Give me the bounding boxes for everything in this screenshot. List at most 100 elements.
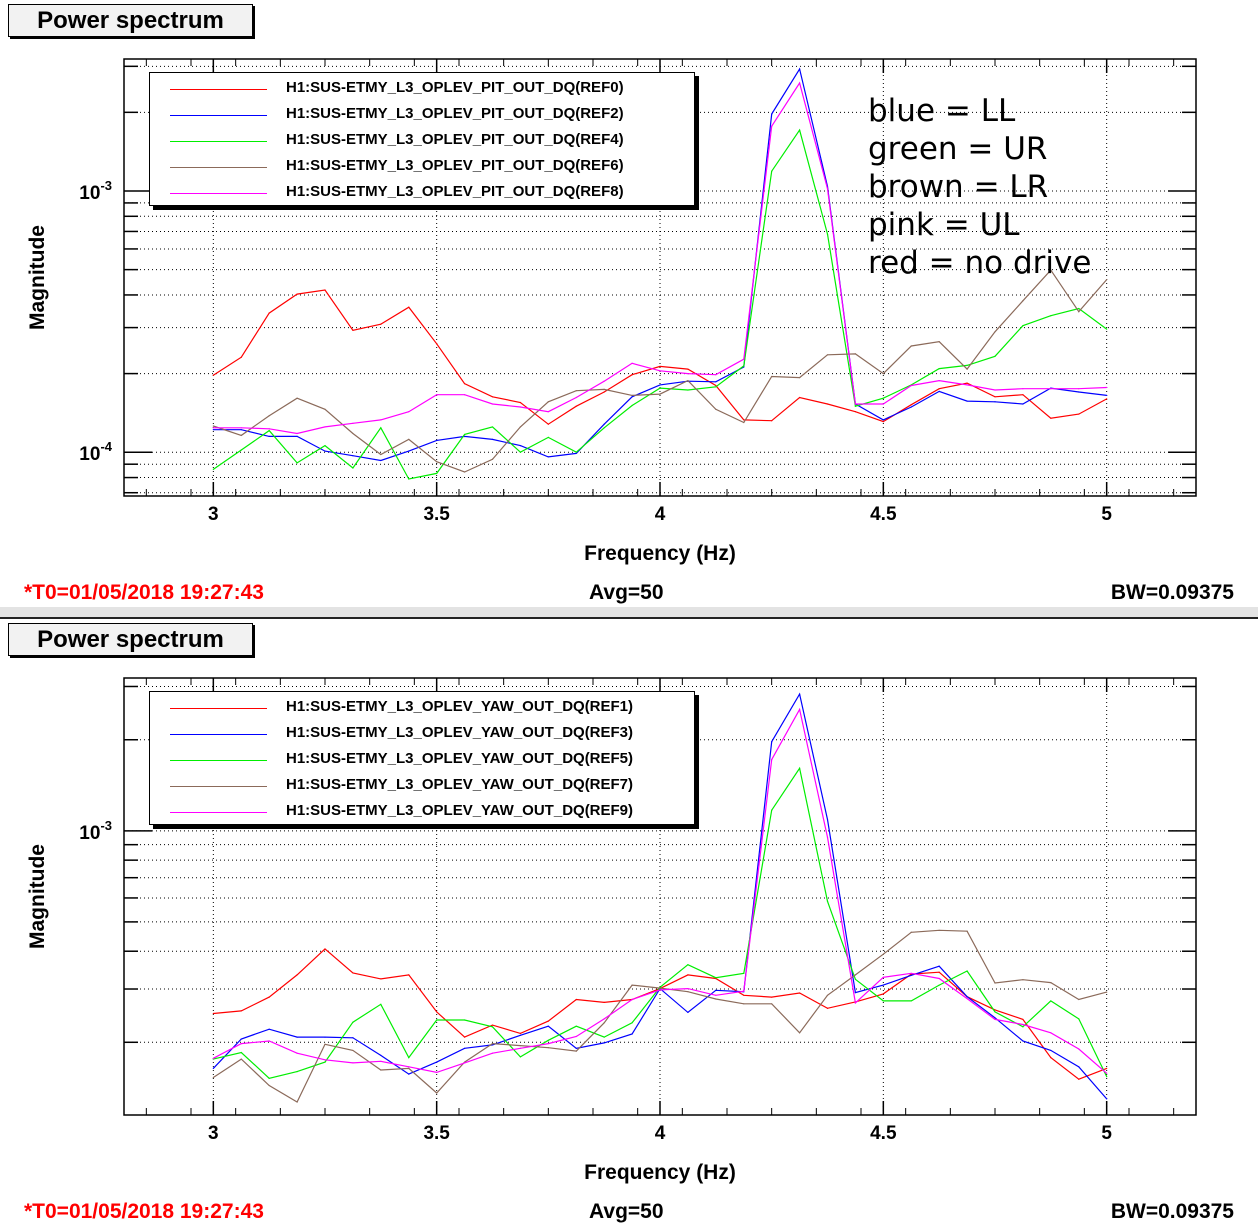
data-point xyxy=(854,405,857,407)
data-point xyxy=(798,992,801,994)
data-point xyxy=(575,452,577,454)
data-point xyxy=(798,1032,801,1034)
data-point xyxy=(882,953,884,955)
data-point xyxy=(938,929,940,931)
data-point xyxy=(631,404,633,407)
data-point xyxy=(994,1017,996,1019)
data-point xyxy=(966,368,968,370)
data-point xyxy=(296,462,298,464)
data-point xyxy=(938,367,940,370)
data-point xyxy=(463,435,466,437)
data-point xyxy=(631,374,633,376)
data-point xyxy=(687,991,689,993)
data-point xyxy=(631,1022,633,1024)
legend: H1:SUS-ETMY_L3_OPLEV_PIT_OUT_DQ(REF0) H1:… xyxy=(149,72,695,206)
data-point xyxy=(715,381,717,383)
data-point xyxy=(994,1011,996,1013)
legend-swatch xyxy=(170,734,267,735)
legend-label: H1:SUS-ETMY_L3_OPLEV_PIT_OUT_DQ(REF4) xyxy=(286,131,624,148)
data-point xyxy=(938,984,940,986)
data-point xyxy=(1106,1072,1108,1074)
data-point xyxy=(882,372,884,375)
data-point xyxy=(1050,269,1052,271)
data-point xyxy=(826,994,829,996)
data-point xyxy=(1022,403,1024,405)
legend-entry: H1:SUS-ETMY_L3_OPLEV_YAW_OUT_DQ(REF7) xyxy=(150,774,694,800)
data-point xyxy=(436,1061,438,1063)
data-point xyxy=(268,1040,270,1042)
data-point xyxy=(1050,1057,1052,1059)
legend-swatch xyxy=(170,812,267,813)
data-point xyxy=(1078,388,1080,390)
data-point xyxy=(324,445,326,447)
annotation-line: pink = UL xyxy=(868,207,1020,243)
data-point xyxy=(463,1062,466,1064)
legend-entry: H1:SUS-ETMY_L3_OPLEV_PIT_OUT_DQ(REF8) xyxy=(150,181,694,207)
data-point xyxy=(826,818,829,821)
data-point xyxy=(966,996,968,998)
data-point xyxy=(352,329,354,331)
x-axis-label: Frequency (Hz) xyxy=(584,1161,736,1184)
data-point xyxy=(547,1047,549,1049)
y-axis-label: Magnitude xyxy=(26,225,49,330)
data-point xyxy=(1022,1023,1024,1026)
data-point xyxy=(380,1003,382,1005)
series-group xyxy=(212,692,1108,1103)
data-point xyxy=(463,433,466,436)
data-point xyxy=(519,1056,522,1058)
pit-spectrum-plot: 3 3.5 4 4.5 5 10-3 10-4 Frequency (Hz) Magnitude xyxy=(26,58,1197,565)
data-point xyxy=(1106,991,1108,993)
data-point xyxy=(743,994,745,996)
data-point xyxy=(491,403,494,405)
average-count: Avg=50 xyxy=(589,1200,664,1223)
annotation-line: blue = LL xyxy=(868,93,1016,129)
data-point xyxy=(491,426,494,428)
data-point xyxy=(771,420,773,422)
data-point xyxy=(212,468,214,470)
data-point xyxy=(436,1092,438,1094)
data-point xyxy=(910,1000,912,1002)
data-point xyxy=(296,1071,298,1073)
panel-separator[interactable] xyxy=(0,607,1258,619)
yaw-spectrum-plot: 3 3.5 4 4.5 5 10-3 Frequency (Hz) Magnitude xyxy=(26,677,1197,1184)
data-point xyxy=(994,396,996,398)
data-point xyxy=(1106,398,1108,400)
data-point xyxy=(771,996,773,998)
data-point xyxy=(1078,311,1080,313)
data-point xyxy=(324,1059,326,1061)
data-point xyxy=(994,389,996,391)
data-point xyxy=(771,809,773,811)
data-point xyxy=(547,1025,549,1027)
data-point xyxy=(212,1057,214,1059)
data-point xyxy=(910,974,912,976)
data-point xyxy=(296,432,298,435)
data-point xyxy=(687,368,689,370)
data-point xyxy=(631,362,633,364)
data-point xyxy=(575,1025,577,1027)
data-point xyxy=(352,1062,354,1064)
data-point xyxy=(519,451,522,453)
data-point xyxy=(380,453,382,456)
data-point xyxy=(743,365,745,367)
data-point xyxy=(352,432,354,435)
data-point xyxy=(1050,315,1052,317)
data-point xyxy=(966,382,968,384)
legend-entry: H1:SUS-ETMY_L3_OPLEV_YAW_OUT_DQ(REF9) xyxy=(150,800,694,826)
x-tick-label: 3.5 xyxy=(423,1123,450,1144)
data-point xyxy=(324,289,326,291)
data-point xyxy=(771,375,773,378)
data-point xyxy=(715,386,717,388)
legend-label: H1:SUS-ETMY_L3_OPLEV_PIT_OUT_DQ(REF6) xyxy=(286,157,624,174)
data-point xyxy=(575,390,577,392)
data-point xyxy=(575,396,577,399)
data-point xyxy=(519,1034,522,1036)
data-point xyxy=(1078,1048,1080,1050)
data-point xyxy=(1022,979,1024,981)
data-point xyxy=(659,387,661,389)
data-point xyxy=(296,435,298,437)
data-point xyxy=(324,1043,326,1045)
legend-swatch xyxy=(170,760,267,761)
x-tick-label: 3.5 xyxy=(423,504,450,525)
data-point xyxy=(938,977,940,980)
data-point xyxy=(1106,1067,1108,1069)
